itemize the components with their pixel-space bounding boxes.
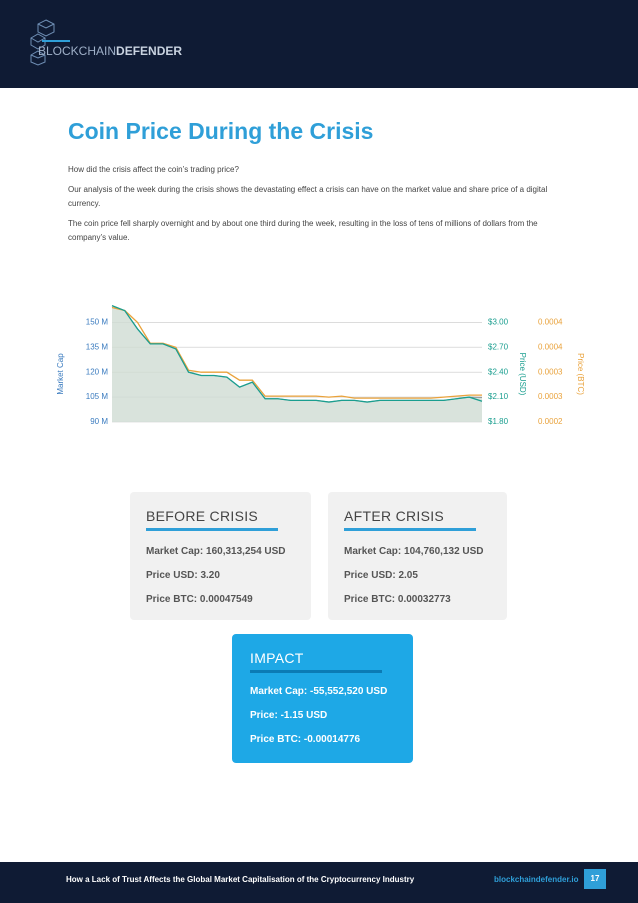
y-tick-label: 90 M xyxy=(90,417,108,426)
y2-tick-label: $2.70 xyxy=(488,342,509,351)
card-line: Market Cap: 104,760,132 USD xyxy=(344,546,484,557)
footer-band xyxy=(0,862,638,903)
y3-axis-title: Price (BTC) xyxy=(576,353,585,395)
card-line: Price BTC: 0.00032773 xyxy=(344,594,451,605)
header-band xyxy=(0,0,638,88)
card-title: IMPACT xyxy=(250,650,382,673)
card-line: Price BTC: 0.00047549 xyxy=(146,594,253,605)
y3-tick-label: 0.0003 xyxy=(538,392,563,401)
y2-tick-label: $3.00 xyxy=(488,317,509,326)
card: AFTER CRISIS Market Cap: 104,760,132 USD… xyxy=(328,492,507,620)
brand-bold: DEFENDER xyxy=(116,44,183,58)
area xyxy=(112,305,482,422)
logo xyxy=(30,19,70,66)
y3-tick-label: 0.0004 xyxy=(538,342,563,351)
y-tick-label: 105 M xyxy=(86,392,109,401)
y-axis-title: Market Cap xyxy=(56,353,65,395)
card-line: Price USD: 3.20 xyxy=(146,570,220,581)
series-line xyxy=(111,306,482,399)
page-title: Coin Price During the Crisis xyxy=(68,118,374,144)
y-tick-label: 135 M xyxy=(86,342,109,351)
card: BEFORE CRISIS Market Cap: 160,313,254 US… xyxy=(130,492,311,620)
card-line: Price: -1.15 USD xyxy=(250,710,328,721)
footer-site: blockchaindefender.io xyxy=(494,875,579,884)
y3-tick-label: 0.0003 xyxy=(538,367,563,376)
paragraph: The coin price fell sharply overnight an… xyxy=(68,219,538,242)
impact-card: IMPACT Market Cap: -55,552,520 USD Price… xyxy=(232,634,413,763)
brand-light: BLOCKCHAIN xyxy=(38,44,117,58)
page-number: 17 xyxy=(584,869,606,889)
series-line xyxy=(111,305,483,403)
paragraph: Our analysis of the week during the cris… xyxy=(68,185,548,208)
card-title: AFTER CRISIS xyxy=(344,508,476,531)
y3-tick-label: 0.0002 xyxy=(538,417,563,426)
y2-axis-title: Price (USD) xyxy=(518,353,527,396)
y2-tick-label: $1.80 xyxy=(488,417,509,426)
y2-tick-label: $2.10 xyxy=(488,392,509,401)
chart: 90 M 105 M 120 M 135 M 150 M $1.80 $2.10 $2.40 $… xyxy=(56,305,585,426)
footer-text: How a Lack of Trust Affects the Global M… xyxy=(66,875,415,884)
card-title: BEFORE CRISIS xyxy=(146,508,278,531)
y2-tick-label: $2.40 xyxy=(488,367,509,376)
card-line: Price USD: 2.05 xyxy=(344,570,418,581)
card-line: Market Cap: 160,313,254 USD xyxy=(146,546,286,557)
y-tick-label: 150 M xyxy=(86,317,109,326)
card-line: Market Cap: -55,552,520 USD xyxy=(250,686,388,697)
paragraph: How did the crisis affect the coin’s tra… xyxy=(68,165,239,174)
y3-tick-label: 0.0004 xyxy=(538,318,563,327)
y-tick-label: 120 M xyxy=(86,367,109,376)
card-line: Price BTC: -0.00014776 xyxy=(250,734,361,745)
brand: BLOCKCHAINDEFENDER xyxy=(38,44,182,58)
